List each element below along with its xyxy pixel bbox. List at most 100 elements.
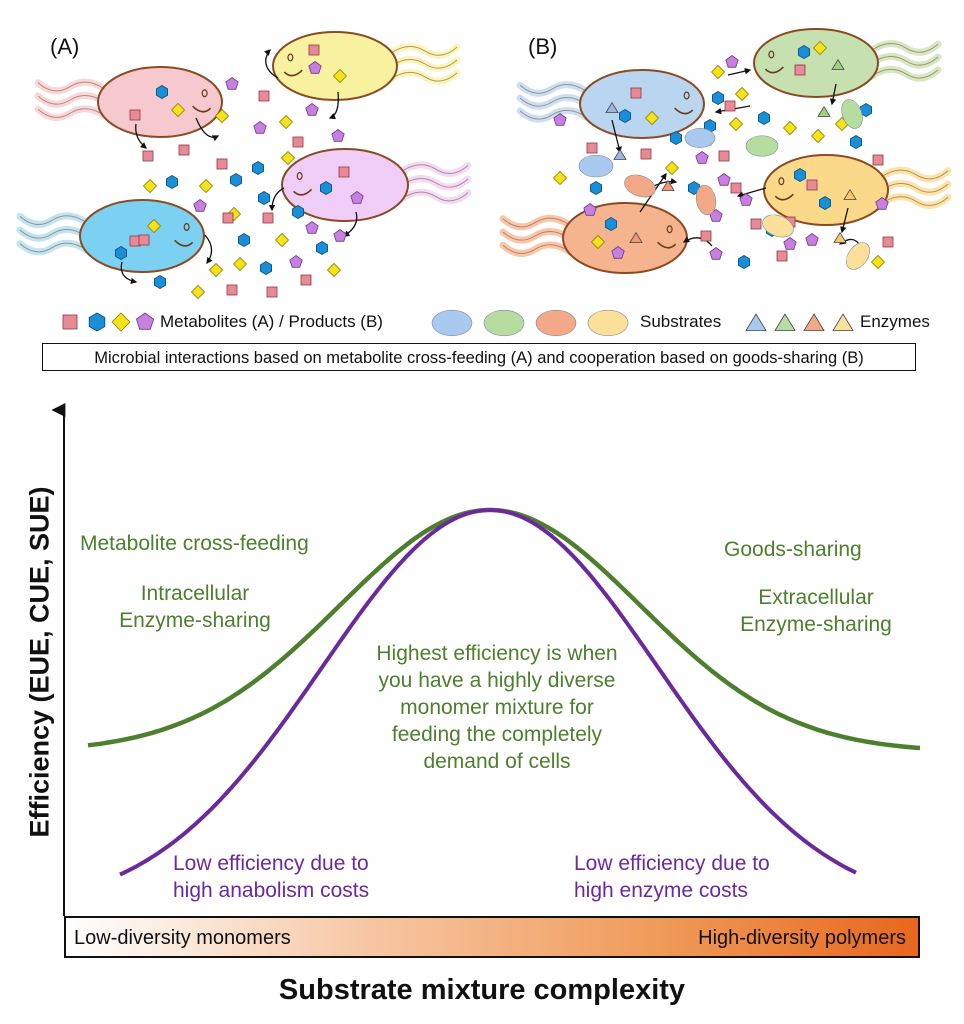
- pentagon-icon: [583, 203, 597, 216]
- pentagon-icon: [783, 237, 797, 250]
- square-icon: [750, 218, 762, 230]
- triangle-enzyme-icon: [843, 188, 857, 200]
- center-line-4: feeding the completely: [391, 723, 603, 746]
- triangle-enzyme-icon: [803, 313, 825, 331]
- center-line-3: monomer mixture for: [400, 696, 594, 719]
- square-icon: [178, 144, 190, 156]
- cell-eye: [768, 50, 775, 59]
- square-icon: [258, 90, 270, 102]
- square-icon: [872, 154, 884, 166]
- legend: Metabolites (A) / Products (B) Substrate…: [0, 308, 964, 338]
- annotation-goods-sharing: Goods-sharing: [724, 538, 862, 561]
- hexagon-icon: [229, 173, 243, 187]
- hexagon-icon: [860, 103, 872, 117]
- microbe-cell-icon: [272, 31, 461, 101]
- square-icon: [308, 44, 320, 56]
- triangle-enzyme-icon: [629, 231, 643, 243]
- diamond-icon: [274, 232, 290, 248]
- microbe-cell-icon: [516, 69, 705, 139]
- diamond-icon: [146, 218, 162, 234]
- square-icon: [138, 234, 150, 246]
- square-icon: [882, 236, 894, 248]
- pentagon-icon: [305, 221, 319, 234]
- square-icon: [129, 235, 141, 247]
- square-icon: [586, 142, 598, 154]
- interaction-arrow: [195, 117, 220, 142]
- cell-body: [281, 148, 409, 222]
- x-axis-title: Substrate mixture complexity: [278, 974, 686, 1006]
- hexagon-icon: [794, 168, 806, 182]
- cloud-substrate-icon: [684, 128, 716, 148]
- square-icon: [718, 150, 730, 162]
- pentagon-icon: [135, 312, 155, 330]
- triangle-enzyme-icon: [832, 313, 854, 331]
- annotation-low-efficiency-enzyme: Low efficiency due to high enzyme costs: [574, 850, 770, 904]
- hexagon-icon: [153, 275, 167, 289]
- interaction-arrow: [264, 49, 279, 79]
- hexagon-icon: [257, 191, 271, 205]
- square-icon: [142, 150, 154, 162]
- y-axis-title: Efficiency (EUE, CUE, SUE): [24, 486, 55, 838]
- cloud-substrate-icon: [745, 135, 779, 157]
- square-icon: [700, 230, 712, 242]
- cell-smile: [774, 193, 794, 201]
- diamond-icon: [208, 262, 224, 278]
- pentagon-icon: [289, 255, 303, 268]
- cloud-substrate-icon: [846, 242, 870, 270]
- hexagon-icon: [165, 175, 179, 189]
- triangle-enzyme-icon: [661, 179, 675, 191]
- cloud-substrate-icon: [587, 309, 629, 337]
- diamond-icon: [332, 68, 348, 84]
- pentagon-icon: [193, 199, 207, 212]
- cloud-substrate-icon: [578, 154, 614, 178]
- hexagon-icon: [115, 246, 127, 260]
- hexagon-icon: [738, 255, 750, 269]
- square-icon: [292, 136, 304, 148]
- microbe-cell-icon: [763, 154, 952, 226]
- annotation-metabolite-cross-feeding: Metabolite cross-feeding: [80, 532, 309, 555]
- microbe-cell-icon: [34, 66, 223, 138]
- interaction-arrow: [204, 234, 213, 265]
- diamond-icon: [728, 116, 744, 132]
- interaction-arrow: [727, 67, 752, 76]
- hexagon-icon: [251, 161, 265, 175]
- cloud-substrate-icon: [483, 309, 525, 337]
- cell-smile: [283, 69, 303, 77]
- cell-smile: [764, 66, 784, 74]
- pentagon-icon: [225, 77, 239, 90]
- hexagon-icon: [850, 135, 862, 149]
- hexagon-icon: [237, 233, 251, 247]
- triangle-enzyme-icon: [745, 313, 767, 331]
- diamond-icon: [710, 64, 726, 80]
- cell-smile: [192, 105, 212, 113]
- annotation-intracellular: Intracellular Enzyme-sharing: [100, 580, 290, 634]
- triangle-enzyme-icon: [831, 58, 845, 70]
- hexagon-icon: [758, 111, 770, 125]
- cell-body: [97, 66, 223, 138]
- diamond-icon: [190, 284, 206, 300]
- hexagon-icon: [155, 85, 169, 99]
- annotation-intracellular-line1: Intracellular: [140, 582, 250, 605]
- pentagon-icon: [875, 197, 889, 210]
- cloud-substrate-icon: [624, 174, 656, 198]
- legend-metabolites-label: Metabolites (A) / Products (B): [160, 312, 383, 331]
- diamond-icon: [590, 234, 606, 250]
- efficiency-curves: [51, 403, 921, 916]
- diamond-icon: [870, 254, 886, 270]
- cell-smile: [657, 241, 677, 249]
- square-icon: [226, 284, 238, 296]
- diamond-icon: [111, 312, 131, 332]
- microbe-cell-icon: [281, 148, 472, 222]
- square-icon: [62, 314, 78, 330]
- cloud-substrate-icon: [695, 184, 717, 216]
- complexity-gradient-bar: Low-diversity monomers High-diversity po…: [64, 916, 920, 958]
- annotation-extracellular-line2: Enzyme-sharing: [740, 613, 892, 636]
- square-icon: [730, 182, 742, 194]
- diamond-icon: [812, 40, 828, 56]
- diamond-icon: [142, 178, 158, 194]
- annotation-extracellular-line1: Extracellular: [758, 586, 874, 609]
- figure-caption: Microbial interactions based on metaboli…: [42, 343, 916, 371]
- microbe-cell-icon: [753, 28, 942, 98]
- interaction-arrow: [736, 187, 767, 198]
